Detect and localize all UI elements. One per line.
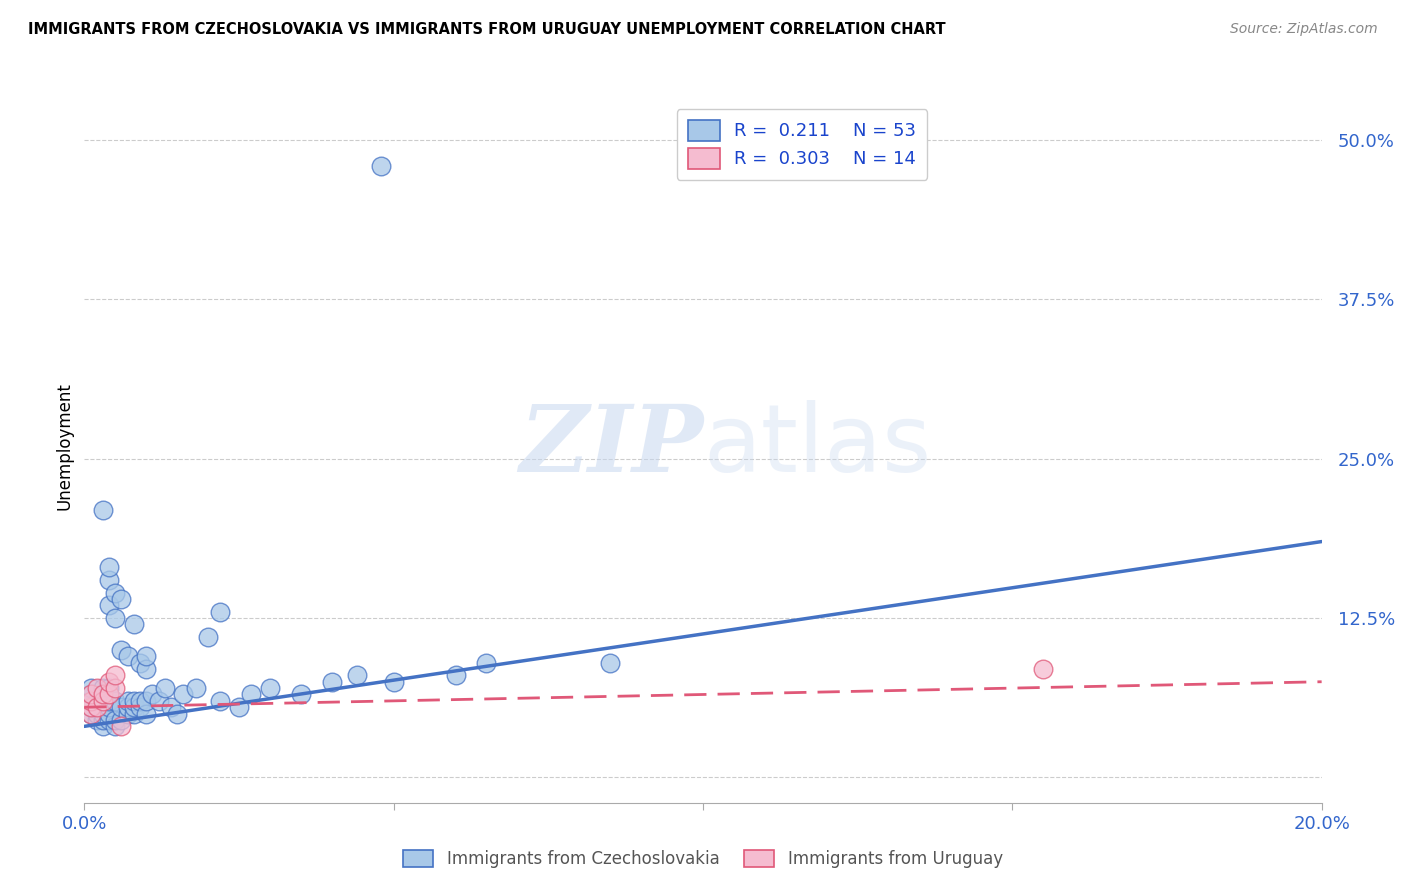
Point — [86, 694, 108, 708]
Point — [79, 706, 101, 721]
Point — [444, 668, 467, 682]
Point — [110, 591, 132, 606]
Point — [104, 611, 127, 625]
Text: IMMIGRANTS FROM CZECHOSLOVAKIA VS IMMIGRANTS FROM URUGUAY UNEMPLOYMENT CORRELATI: IMMIGRANTS FROM CZECHOSLOVAKIA VS IMMIGR… — [28, 22, 946, 37]
Point — [91, 719, 114, 733]
Point — [86, 700, 108, 714]
Point — [153, 681, 176, 695]
Point — [475, 656, 498, 670]
Point — [160, 700, 183, 714]
Point — [228, 700, 250, 714]
Point — [98, 700, 121, 714]
Point — [91, 700, 114, 714]
Point — [197, 630, 219, 644]
Point — [135, 706, 157, 721]
Point — [1032, 662, 1054, 676]
Point — [98, 688, 121, 702]
Point — [135, 694, 157, 708]
Point — [129, 656, 152, 670]
Point — [135, 649, 157, 664]
Point — [91, 713, 114, 727]
Point — [98, 688, 121, 702]
Point — [117, 649, 139, 664]
Point — [79, 700, 101, 714]
Point — [98, 560, 121, 574]
Point — [91, 688, 114, 702]
Point — [209, 694, 232, 708]
Point — [135, 662, 157, 676]
Point — [79, 688, 101, 702]
Point — [346, 668, 368, 682]
Text: ZIP: ZIP — [519, 401, 703, 491]
Point — [110, 713, 132, 727]
Point — [122, 617, 145, 632]
Point — [104, 681, 127, 695]
Point — [240, 688, 263, 702]
Point — [91, 706, 114, 721]
Point — [98, 674, 121, 689]
Point — [129, 694, 152, 708]
Point — [104, 719, 127, 733]
Point — [79, 700, 101, 714]
Point — [86, 713, 108, 727]
Point — [122, 694, 145, 708]
Point — [122, 700, 145, 714]
Text: Source: ZipAtlas.com: Source: ZipAtlas.com — [1230, 22, 1378, 37]
Point — [86, 706, 108, 721]
Point — [104, 668, 127, 682]
Y-axis label: Unemployment: Unemployment — [55, 382, 73, 510]
Legend: R =  0.211    N = 53, R =  0.303    N = 14: R = 0.211 N = 53, R = 0.303 N = 14 — [676, 109, 928, 179]
Point — [129, 700, 152, 714]
Point — [79, 694, 101, 708]
Point — [166, 706, 188, 721]
Point — [122, 706, 145, 721]
Point — [86, 700, 108, 714]
Point — [79, 694, 101, 708]
Point — [110, 719, 132, 733]
Point — [79, 688, 101, 702]
Point — [110, 700, 132, 714]
Point — [91, 681, 114, 695]
Point — [104, 713, 127, 727]
Point — [259, 681, 281, 695]
Point — [79, 681, 101, 695]
Point — [98, 599, 121, 613]
Point — [79, 706, 101, 721]
Point — [98, 694, 121, 708]
Legend: Immigrants from Czechoslovakia, Immigrants from Uruguay: Immigrants from Czechoslovakia, Immigran… — [396, 843, 1010, 875]
Point — [370, 159, 392, 173]
Point — [382, 674, 405, 689]
Point — [98, 681, 121, 695]
Point — [290, 688, 312, 702]
Point — [141, 688, 163, 702]
Point — [91, 694, 114, 708]
Point — [172, 688, 194, 702]
Point — [110, 643, 132, 657]
Point — [117, 706, 139, 721]
Point — [184, 681, 207, 695]
Point — [599, 656, 621, 670]
Point — [117, 700, 139, 714]
Point — [86, 681, 108, 695]
Point — [98, 573, 121, 587]
Point — [98, 713, 121, 727]
Point — [148, 694, 170, 708]
Point — [104, 694, 127, 708]
Point — [98, 706, 121, 721]
Point — [209, 605, 232, 619]
Point — [117, 694, 139, 708]
Point — [91, 502, 114, 516]
Point — [321, 674, 343, 689]
Text: atlas: atlas — [703, 400, 931, 492]
Point — [104, 585, 127, 599]
